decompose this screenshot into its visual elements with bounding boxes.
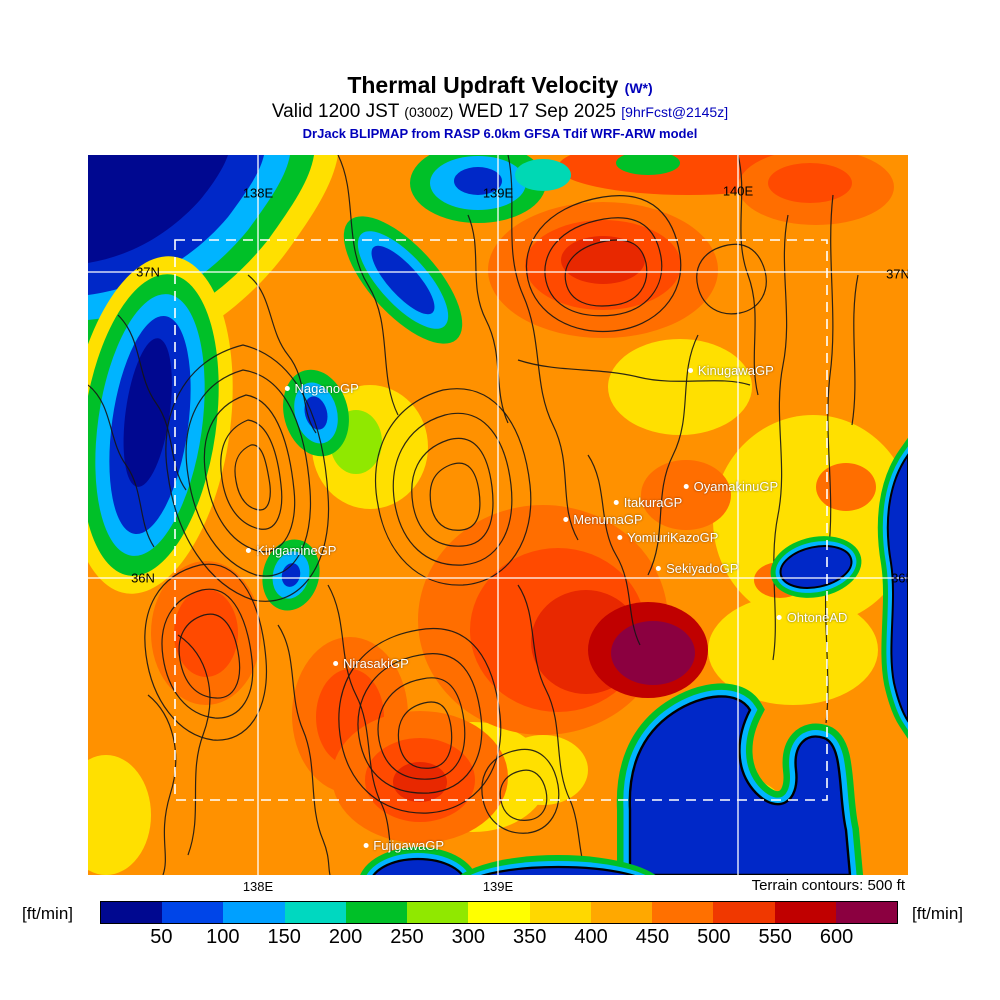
lat-label-right-36n: 36N xyxy=(891,570,908,586)
site-marker-OyamakinuGP: OyamakinuGP xyxy=(683,478,779,496)
lon-label-bottom-139e: 139E xyxy=(482,879,514,894)
colorbar-segment xyxy=(835,902,898,923)
site-marker-ItakuraGP: ItakuraGP xyxy=(613,494,683,512)
site-label: OyamakinuGP xyxy=(693,479,779,495)
latlon-grid xyxy=(88,155,908,875)
map-canvas: 138E 139E 140E 37N 36N 37N 36N NaganoGP K… xyxy=(88,155,908,875)
header: Thermal Updraft Velocity (W*) Valid 1200… xyxy=(0,72,1000,141)
colorbar-segment xyxy=(713,902,775,923)
colorbar-tick: 500 xyxy=(697,926,731,948)
colorbar-tick: 50 xyxy=(150,926,173,948)
colorbar-segment xyxy=(162,902,224,923)
colorbar xyxy=(100,901,898,924)
site-marker-YomiuriKazoGP: YomiuriKazoGP xyxy=(617,528,718,546)
lon-label-top-139e: 139E xyxy=(482,185,514,201)
thermal-field-svg xyxy=(88,155,908,875)
colorbar-segment xyxy=(223,902,285,923)
lon-label-top-140e: 140E xyxy=(722,183,754,199)
site-label: OhtoneAD xyxy=(786,610,848,626)
site-dot xyxy=(363,843,369,849)
cool-regions xyxy=(88,155,680,611)
site-dot xyxy=(617,534,623,540)
title-unit: (W*) xyxy=(624,80,653,96)
site-label: NirasakiGP xyxy=(343,655,409,671)
site-label: ItakuraGP xyxy=(623,495,683,511)
lon-label-bottom-138e: 138E xyxy=(242,879,274,894)
title-line: Thermal Updraft Velocity (W*) xyxy=(0,72,1000,99)
site-dot xyxy=(687,367,693,373)
site-marker-KirigamineGP: KirigamineGP xyxy=(246,541,336,559)
site-marker-SekiyadoGP: SekiyadoGP xyxy=(656,559,738,577)
lat-label-left-37n: 37N xyxy=(136,264,160,280)
site-marker-OhtoneAD: OhtoneAD xyxy=(776,609,848,627)
site-marker-FujigawaGP: FujigawaGP xyxy=(363,837,444,855)
site-marker-NirasakiGP: NirasakiGP xyxy=(333,654,409,672)
valid-prefix: Valid 1200 JST xyxy=(271,101,400,122)
colorbar-tick: 450 xyxy=(635,926,670,948)
colorbar-segment xyxy=(101,902,163,923)
water-bodies xyxy=(360,437,908,875)
colorbar-segment xyxy=(652,902,714,923)
site-label: NaganoGP xyxy=(294,380,359,396)
colorbar-tick: 100 xyxy=(206,926,240,948)
colorbar-unit-right: [ft/min] xyxy=(912,904,964,923)
site-label: MenumaGP xyxy=(573,512,643,528)
site-dot xyxy=(563,517,569,523)
site-dot xyxy=(683,484,689,490)
site-dot xyxy=(246,547,252,553)
site-marker-KinugawaGP: KinugawaGP xyxy=(687,361,774,379)
colorbar-segment xyxy=(774,902,836,923)
colorbar-ticks: 50 100 150 200 250 300 350 400 450 500 550 600 xyxy=(100,926,898,950)
site-label: KirigamineGP xyxy=(256,542,337,558)
site-label: SekiyadoGP xyxy=(666,560,739,576)
site-marker-MenumaGP: MenumaGP xyxy=(563,511,643,529)
colorbar-segment xyxy=(590,902,653,923)
page-title: Thermal Updraft Velocity xyxy=(347,72,619,98)
colorbar-tick: 150 xyxy=(267,926,301,948)
lat-label-left-36n: 36N xyxy=(131,570,155,586)
colorbar-tick: 200 xyxy=(328,926,363,948)
colorbar-tick: 600 xyxy=(819,926,854,948)
colorbar-segment xyxy=(468,902,530,923)
valid-date: WED 17 Sep 2025 xyxy=(458,101,616,122)
colorbar-segment xyxy=(284,902,346,923)
forecast-tag: [9hrFcst@2145z] xyxy=(621,104,729,120)
valid-line: Valid 1200 JST (0300Z) WED 17 Sep 2025 [… xyxy=(0,101,1000,123)
colorbar-tick: 350 xyxy=(513,926,547,948)
colorbar-segment xyxy=(529,902,591,923)
site-dot xyxy=(613,500,619,506)
site-label: YomiuriKazoGP xyxy=(627,529,719,545)
colorbar-tick: 550 xyxy=(758,926,792,948)
lon-label-top-138e: 138E xyxy=(242,185,274,201)
model-line: DrJack BLIPMAP from RASP 6.0km GFSA Tdif… xyxy=(302,126,698,141)
site-dot xyxy=(656,565,662,571)
colorbar-tick: 250 xyxy=(390,926,424,948)
colorbar-unit-left: [ft/min] xyxy=(22,904,74,923)
colorbar-segment xyxy=(407,902,469,923)
site-label: FujigawaGP xyxy=(373,838,445,854)
model-domain-outline xyxy=(174,239,828,801)
colorbar-tick: 300 xyxy=(451,926,485,948)
valid-zulu: (0300Z) xyxy=(404,104,454,120)
site-marker-NaganoGP: NaganoGP xyxy=(284,379,359,397)
colorbar-tick: 400 xyxy=(574,926,608,948)
site-dot xyxy=(284,385,290,391)
site-dot xyxy=(333,660,339,666)
terrain-contours-note: Terrain contours: 500 ft xyxy=(751,877,905,894)
colorbar-segment xyxy=(345,902,408,923)
site-dot xyxy=(776,615,782,621)
lat-label-right-37n: 37N xyxy=(886,266,908,282)
site-label: KinugawaGP xyxy=(697,362,774,378)
